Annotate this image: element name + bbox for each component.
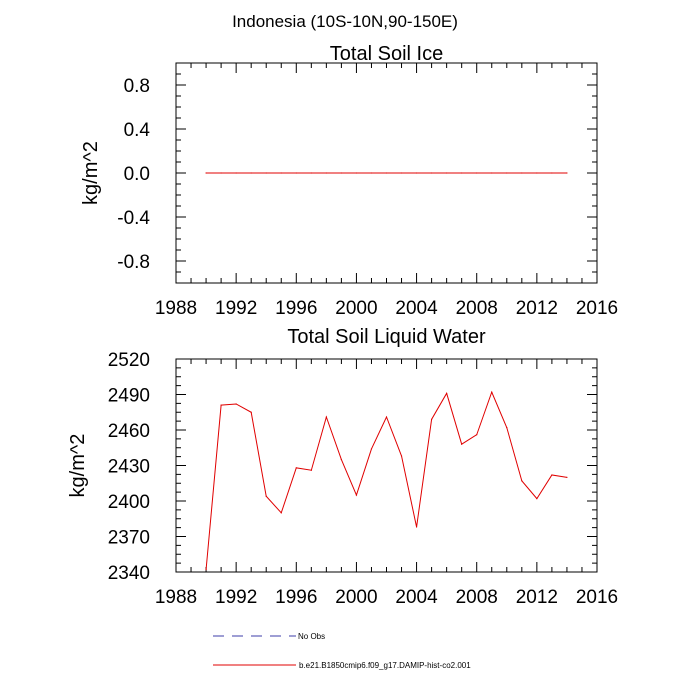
x-tick-label: 1988 (155, 587, 197, 608)
y-tick-label: 2490 (108, 386, 150, 407)
legend-label: No Obs (298, 632, 325, 641)
data-point (220, 172, 222, 174)
data-point (491, 391, 493, 393)
x-tick-label: 1992 (215, 298, 257, 319)
data-point (370, 172, 373, 174)
y-tick-label: 2520 (108, 350, 150, 371)
data-point (431, 418, 433, 420)
data-point (506, 427, 508, 429)
data-point (280, 512, 282, 514)
data-point (551, 474, 553, 476)
figure-title: Indonesia (10S-10N,90-150E) (232, 12, 458, 31)
y-tick-label: 2370 (108, 528, 150, 549)
legend-label: b.e21.B1850cmip6.f09_g17.DAMIP-hist-co2.… (299, 661, 471, 670)
data-point (325, 172, 327, 174)
data-point (340, 458, 342, 461)
y-tick-label: -0.8 (117, 252, 150, 273)
x-tick-label: 2008 (456, 587, 498, 608)
data-point (340, 172, 342, 174)
data-point (280, 172, 282, 174)
x-tick-label: 2016 (576, 298, 618, 319)
data-point (431, 172, 433, 174)
data-point (325, 416, 327, 418)
data-point (476, 434, 478, 436)
series-line (205, 390, 568, 570)
y-tick-label: 2400 (108, 492, 150, 513)
x-tick-label: 1996 (275, 587, 317, 608)
data-point (370, 448, 373, 450)
x-tick-label: 2008 (456, 298, 498, 319)
data-point (415, 526, 418, 528)
y-tick-label: 2460 (108, 421, 150, 442)
data-point (536, 172, 538, 174)
x-tick-label: 1992 (215, 587, 257, 608)
data-point (400, 455, 403, 457)
y-tick-label: 2430 (108, 457, 150, 478)
x-tick-label: 1996 (275, 298, 317, 319)
data-point (265, 495, 267, 497)
data-point (385, 416, 388, 418)
x-tick-label: 1988 (155, 298, 197, 319)
data-point (521, 480, 523, 482)
data-point (506, 172, 508, 174)
data-point (310, 172, 312, 174)
data-point (310, 469, 312, 471)
plot-frame (175, 358, 598, 573)
x-tick-label: 2012 (516, 587, 558, 608)
panel-title: Total Soil Ice (330, 43, 443, 65)
data-point (446, 172, 448, 174)
data-point (355, 494, 358, 496)
x-tick-label: 2016 (576, 587, 618, 608)
y-axis-label: kg/m^2 (67, 434, 89, 498)
data-point (205, 569, 207, 571)
x-tick-label: 2000 (335, 298, 377, 319)
data-point (551, 172, 553, 174)
y-tick-label: 0.0 (124, 164, 150, 185)
data-point (415, 172, 418, 174)
data-point (265, 172, 267, 174)
data-point (205, 172, 207, 174)
x-tick-label: 2004 (395, 587, 438, 608)
data-point (385, 172, 388, 174)
x-tick-label: 2012 (516, 298, 558, 319)
y-tick-label: 2340 (108, 563, 150, 584)
data-point (566, 172, 568, 174)
panel-title: Total Soil Liquid Water (287, 326, 486, 348)
soil-liquid-water-panel: Total Soil Liquid Water 1988 1992 1996 2000 2… (67, 326, 618, 608)
y-tick-label: 0.8 (124, 76, 150, 97)
data-point (355, 172, 358, 174)
legend: No Obs b.e21.B1850cmip6.f09_g17.DAMIP-his… (213, 632, 471, 670)
data-point (250, 172, 252, 174)
data-point (220, 404, 222, 406)
data-point (295, 467, 297, 469)
y-tick-label: -0.4 (117, 208, 150, 229)
data-point (446, 392, 448, 394)
data-point (295, 172, 297, 174)
data-point (235, 403, 237, 405)
data-point (566, 476, 568, 478)
data-point (461, 172, 463, 174)
y-axis-label: kg/m^2 (80, 141, 102, 205)
data-point (235, 172, 237, 174)
data-point (461, 443, 463, 445)
data-point (400, 172, 403, 174)
data-point (491, 172, 493, 174)
data-point (250, 411, 252, 413)
data-point (536, 498, 538, 500)
x-tick-label: 2000 (335, 587, 377, 608)
soil-ice-panel: Total Soil Ice 1988 1992 1996 2000 2004 2008 20… (80, 43, 618, 319)
data-point (476, 172, 478, 174)
data-point (521, 172, 523, 174)
y-tick-label: 0.4 (124, 120, 151, 141)
x-tick-label: 2004 (395, 298, 438, 319)
